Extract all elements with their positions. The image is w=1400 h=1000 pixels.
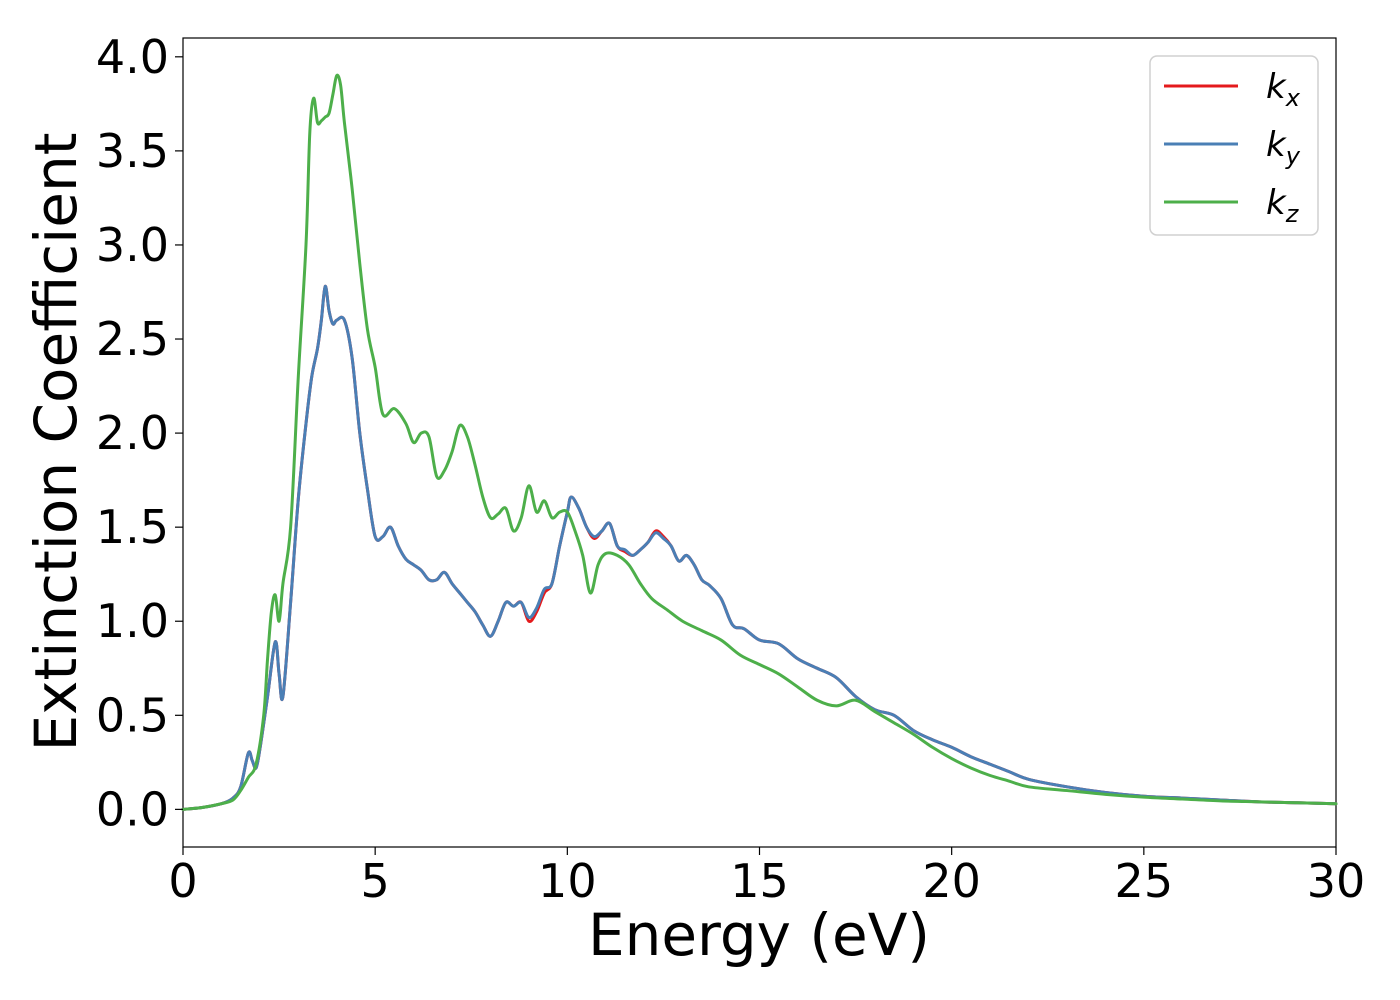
legend-label-y: ky [1266, 125, 1301, 170]
y-tick-label: 0.5 [96, 688, 169, 742]
x-tick-label: 0 [168, 854, 197, 908]
x-tick-label: 5 [361, 854, 390, 908]
y-tick-label: 4.0 [96, 30, 169, 84]
y-tick-label: 1.5 [96, 500, 169, 554]
x-tick-label: 25 [1115, 854, 1174, 908]
series-layer [181, 73, 1338, 811]
x-axis-title: Energy (eV) [588, 901, 930, 969]
y-tick-label: 3.5 [96, 124, 169, 178]
y-axis-ticks: 0.0 0.5 1.0 1.5 2.0 2.5 3.0 3.5 4.0 [96, 30, 183, 836]
legend-label-z: kz [1266, 183, 1300, 228]
legend: kx ky kz [1149, 55, 1319, 236]
x-axis-ticks: 0 5 10 15 20 25 30 [168, 847, 1365, 908]
legend-label-x: kx [1266, 67, 1301, 112]
x-tick-label: 10 [538, 854, 597, 908]
x-tick-label: 20 [922, 854, 981, 908]
x-tick-label: 30 [1307, 854, 1366, 908]
y-tick-label: 2.0 [96, 406, 169, 460]
y-tick-label: 1.0 [96, 594, 169, 648]
y-tick-label: 0.0 [96, 782, 169, 836]
y-tick-label: 3.0 [96, 218, 169, 272]
y-tick-label: 2.5 [96, 312, 169, 366]
y-axis-title: Extinction Coefficient [22, 133, 90, 752]
series-line-z [181, 73, 1338, 811]
x-tick-label: 15 [730, 854, 789, 908]
